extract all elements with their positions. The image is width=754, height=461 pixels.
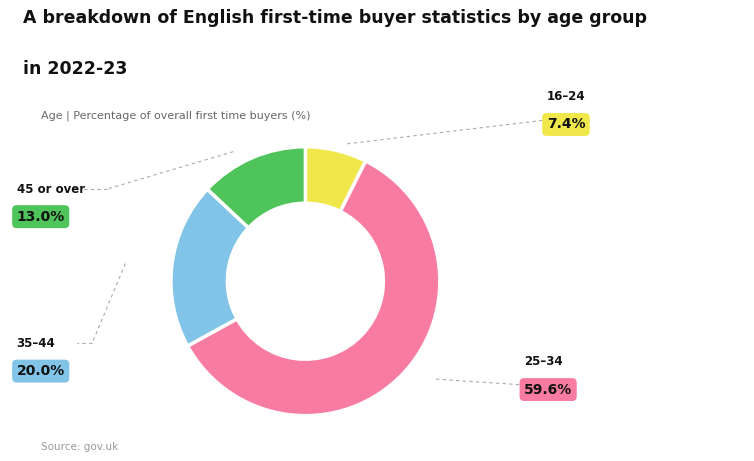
Wedge shape bbox=[171, 189, 249, 346]
Text: Age | Percentage of overall first time buyers (%): Age | Percentage of overall first time b… bbox=[41, 111, 311, 121]
Text: 59.6%: 59.6% bbox=[524, 383, 572, 396]
Text: 7.4%: 7.4% bbox=[547, 118, 585, 131]
Text: 20.0%: 20.0% bbox=[17, 364, 65, 378]
Text: 16–24: 16–24 bbox=[547, 90, 585, 103]
Text: 45 or over: 45 or over bbox=[17, 183, 84, 195]
Text: A breakdown of English first-time buyer statistics by age group: A breakdown of English first-time buyer … bbox=[23, 9, 647, 27]
Wedge shape bbox=[305, 147, 366, 212]
Text: 25–34: 25–34 bbox=[524, 355, 562, 368]
Text: 13.0%: 13.0% bbox=[17, 210, 65, 224]
Wedge shape bbox=[207, 147, 305, 228]
Text: Source: gov.uk: Source: gov.uk bbox=[41, 442, 118, 452]
Text: 35–44: 35–44 bbox=[17, 337, 55, 350]
Wedge shape bbox=[188, 161, 440, 416]
Text: in 2022-23: in 2022-23 bbox=[23, 60, 127, 78]
